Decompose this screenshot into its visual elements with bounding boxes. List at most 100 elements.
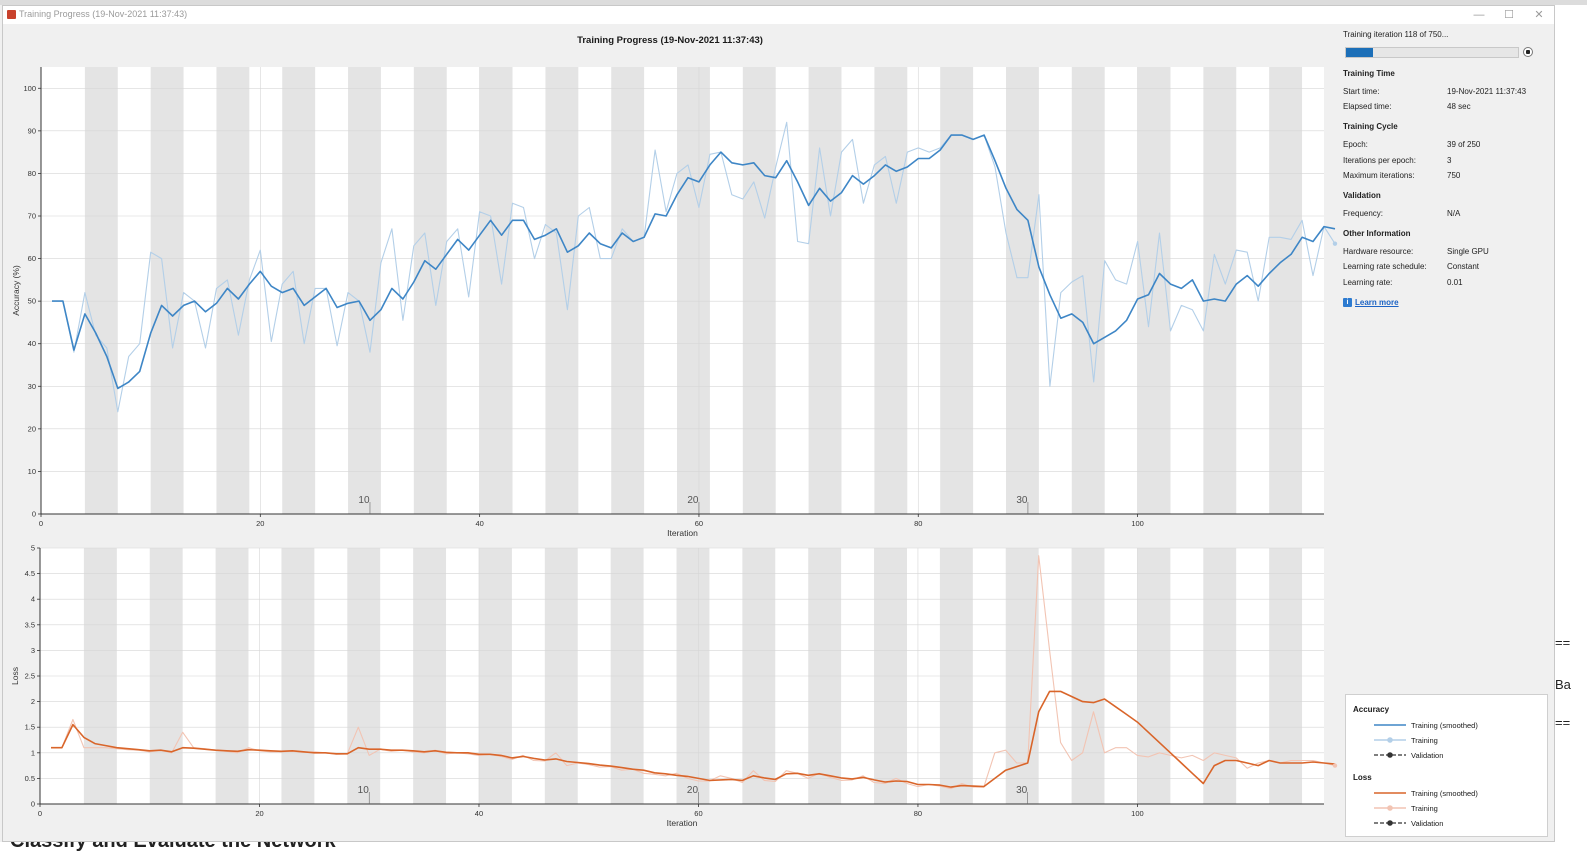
epoch-label: 10: [358, 785, 370, 796]
info-row: Epoch: 39 of 250: [1343, 137, 1543, 152]
y-tick-label: 0: [31, 800, 35, 809]
legend-graphic: Accuracy Training (smoothed) Training Va…: [1353, 705, 1478, 828]
y-tick-label: 1: [31, 748, 35, 757]
training-smoothed-line: [51, 690, 1336, 788]
info-value: 19-Nov-2021 11:37:43: [1447, 87, 1527, 96]
epoch-band: [150, 67, 184, 514]
window-title: Training Progress (19-Nov-2021 11:37:43): [19, 9, 188, 19]
maximize-button[interactable]: ☐: [1504, 9, 1514, 21]
section-title-other-information: Other Information: [1343, 229, 1411, 239]
epoch-band: [348, 67, 381, 514]
background-heading: Classify and Evaluate the Network: [10, 839, 336, 853]
info-row: Elapsed time: 48 sec: [1343, 99, 1543, 114]
info-value: 0.01: [1447, 277, 1463, 287]
accuracy-plot[interactable]: 0 10 20 30 40 50 60 70 80 90 100 0 20 40 60 80 100 10 20 30…: [11, 67, 1338, 538]
y-axis-label: Accuracy (%): [11, 265, 21, 316]
x-tick-label: 40: [475, 519, 483, 528]
legend-loss-validation-marker: [1387, 820, 1393, 826]
info-label: Frequency:: [1343, 208, 1384, 218]
epoch-band: [677, 67, 710, 514]
y-tick-label: 3.5: [25, 620, 35, 629]
x-tick-label: 0: [38, 809, 42, 818]
info-label: Elapsed time:: [1343, 102, 1392, 112]
y-tick-label: 40: [28, 339, 36, 348]
training-smoothed-line: [52, 134, 1336, 390]
info-row: Hardware resource: Single GPU: [1343, 244, 1543, 259]
x-tick-label: 60: [694, 809, 702, 818]
section-title-validation: Validation: [1343, 190, 1381, 200]
epoch-band: [1137, 67, 1171, 514]
epoch-label: 10: [358, 495, 370, 506]
background-fragment: Ba: [1555, 677, 1571, 692]
minimize-button[interactable]: —: [1473, 9, 1485, 21]
info-value: Constant: [1447, 262, 1480, 272]
progress-fill: [1346, 48, 1373, 57]
y-tick-label: 30: [28, 382, 36, 391]
background-toolbar: [0, 0, 1587, 5]
epoch-label: 20: [687, 785, 699, 796]
learn-more-link[interactable]: Learn more: [1355, 297, 1399, 307]
loss-plot[interactable]: 0 0.5 1 1.5 2 2.5 3 3.5 4 4.5 5 0 20 40 60 80 100 10 20 30 I…: [10, 544, 1338, 829]
legend-loss-title: Loss: [1353, 773, 1372, 782]
background-fragment: ==: [1555, 635, 1571, 650]
section-title-training-time: Training Time: [1343, 69, 1395, 78]
y-tick-label: 100: [23, 84, 36, 93]
y-tick-label: 90: [28, 126, 36, 135]
y-tick-label: 1.5: [25, 723, 35, 732]
training-info-panel: Training iteration 118 of 750... Trainin…: [1343, 30, 1543, 307]
x-tick-label: 20: [256, 519, 264, 528]
epoch-label: 30: [1016, 495, 1028, 506]
training-last-marker: [1332, 763, 1338, 768]
y-tick-label: 0.5: [25, 774, 35, 783]
background-document: [0, 842, 1555, 860]
info-label: Learning rate:: [1343, 277, 1393, 287]
epoch-band: [742, 67, 776, 514]
info-label: Epoch:: [1343, 140, 1368, 150]
y-tick-label: 3: [31, 646, 35, 655]
info-value: 39 of 250: [1447, 140, 1481, 150]
legend-loss-training-marker: [1387, 805, 1393, 811]
x-tick-label: 40: [475, 809, 483, 818]
info-row: Maximum iterations: 750: [1343, 168, 1543, 183]
training-charts: Training Progress (19-Nov-2021 11:37:43)…: [10, 35, 1338, 829]
epoch-band: [1005, 67, 1039, 514]
legend-accuracy-training-label: Training: [1411, 736, 1438, 745]
y-tick-label: 2.5: [25, 672, 35, 681]
epoch-band: [479, 67, 513, 514]
legend-accuracy-smoothed-label: Training (smoothed): [1411, 721, 1478, 730]
matlab-app-icon: [7, 10, 16, 19]
epoch-band: [84, 67, 118, 514]
training-line: [52, 121, 1336, 413]
info-label: Iterations per epoch:: [1343, 155, 1416, 165]
legend-panel: Accuracy Training (smoothed) Training Va…: [1345, 694, 1548, 837]
legend-loss-smoothed-label: Training (smoothed): [1411, 789, 1478, 798]
background-editor-strip: == Ba ==: [1555, 5, 1587, 860]
x-tick-label: 60: [695, 519, 703, 528]
title-bar: Training Progress (19-Nov-2021 11:37:43)…: [3, 6, 1554, 24]
legend-accuracy-validation-label: Validation: [1411, 751, 1443, 760]
x-tick-label: 80: [914, 809, 922, 818]
legend-loss-validation-label: Validation: [1411, 819, 1443, 828]
info-label: Learning rate schedule:: [1343, 262, 1427, 272]
x-tick-label: 80: [914, 519, 922, 528]
epoch-band: [808, 67, 842, 514]
epoch-label: 30: [1016, 785, 1028, 796]
info-label: Maximum iterations:: [1343, 170, 1415, 180]
epoch-band: [874, 67, 908, 514]
y-tick-label: 4: [31, 595, 35, 604]
x-tick-label: 100: [1131, 809, 1144, 818]
close-button[interactable]: ✕: [1534, 9, 1544, 21]
chart-title: Training Progress (19-Nov-2021 11:37:43): [577, 35, 763, 46]
epoch-band: [611, 67, 645, 514]
stop-training-button[interactable]: [1523, 47, 1533, 57]
info-label: Hardware resource:: [1343, 247, 1414, 257]
info-label: Start time:: [1343, 87, 1380, 96]
training-status-text: Training iteration 118 of 750...: [1343, 30, 1449, 39]
info-row: Learning rate: 0.01: [1343, 275, 1543, 290]
legend-loss-training-label: Training: [1411, 804, 1438, 813]
y-axis-label: Loss: [10, 667, 20, 685]
y-tick-label: 2: [31, 697, 35, 706]
x-axis-label: Iteration: [667, 818, 698, 828]
info-icon: i: [1343, 297, 1352, 307]
epoch-band: [1071, 67, 1105, 514]
